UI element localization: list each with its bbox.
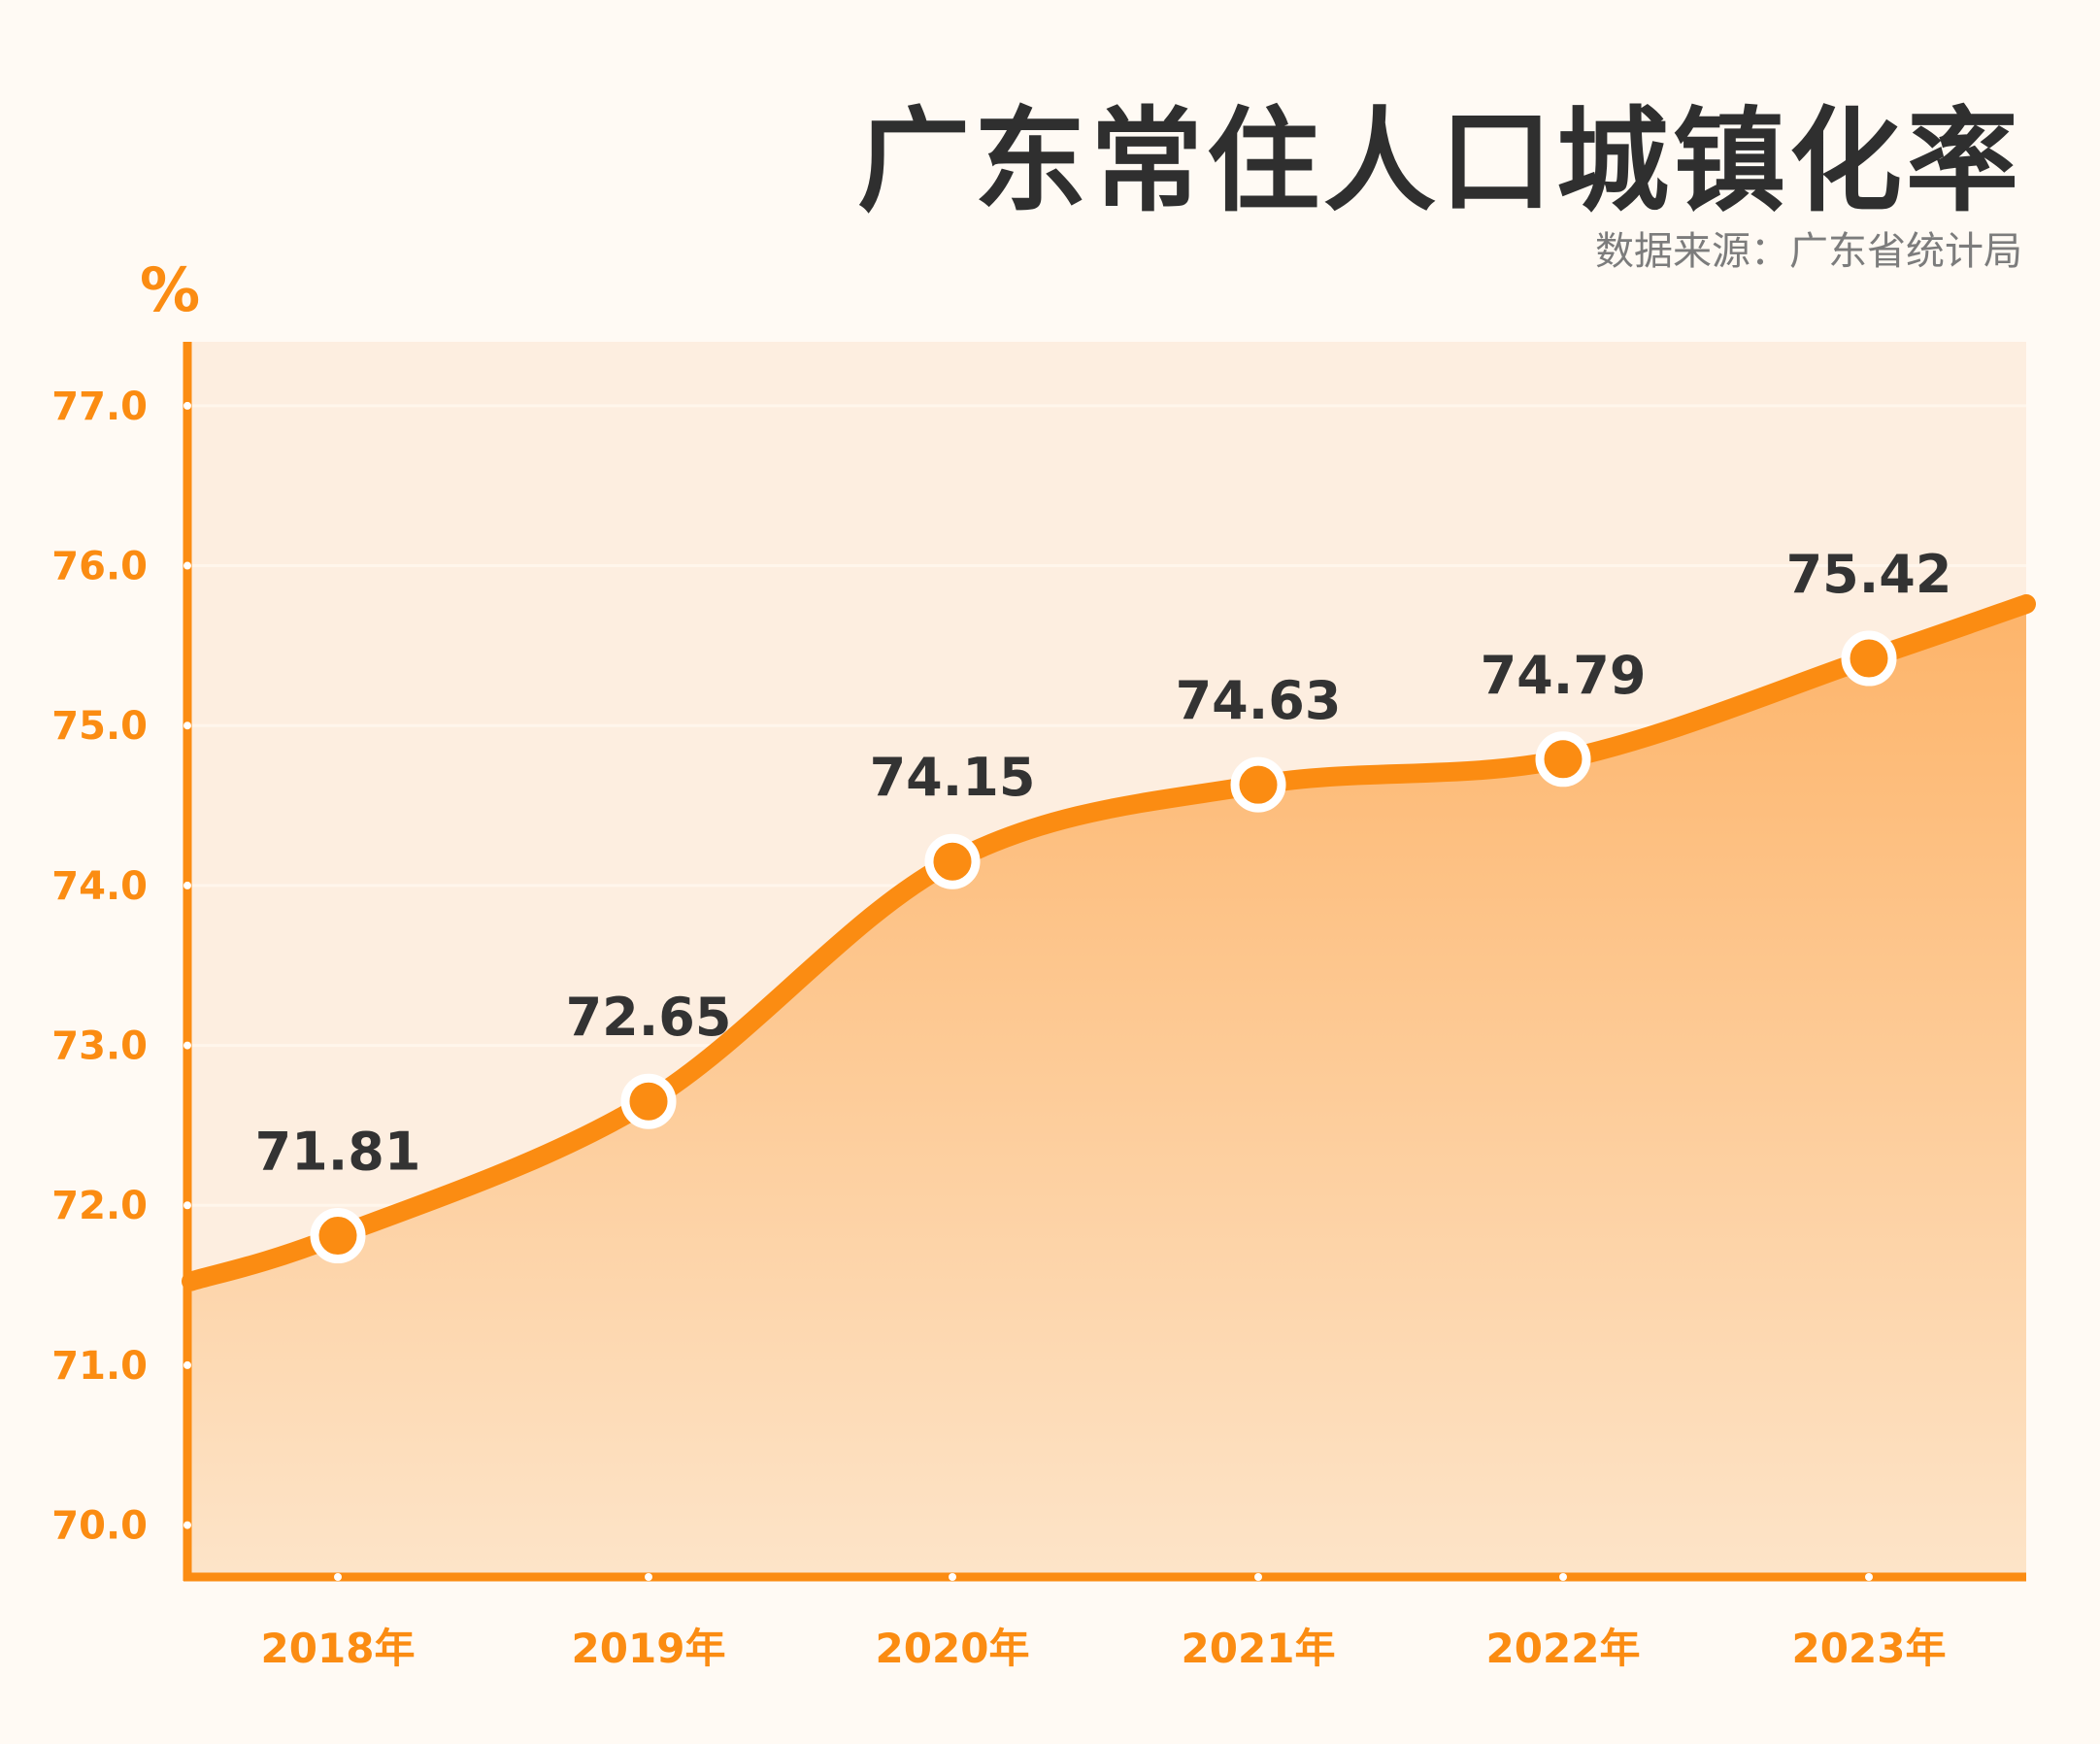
data-point: [924, 833, 981, 889]
y-tick-label: 76.0: [51, 545, 148, 589]
data-point: [620, 1073, 677, 1129]
x-tick-label: 2023年: [1792, 1625, 1947, 1672]
data-point: [1841, 630, 1897, 687]
y-tick-label: 70.0: [51, 1504, 148, 1549]
data-label: 74.63: [1176, 670, 1342, 731]
y-tick-label: 73.0: [51, 1024, 148, 1069]
data-point: [1230, 756, 1286, 813]
y-axis-unit: %: [140, 254, 201, 325]
data-point: [310, 1208, 366, 1264]
x-tick-mark: [334, 1573, 342, 1581]
x-tick-mark: [645, 1573, 652, 1581]
x-tick-mark: [1865, 1573, 1873, 1581]
x-tick-label: 2018年: [261, 1625, 416, 1672]
y-tick-mark: [183, 721, 191, 730]
y-tick-label: 72.0: [51, 1184, 148, 1228]
x-ticks: 2018年 2019年 2020年 2021年 2022年 2023年: [261, 1573, 1947, 1672]
y-tick-mark: [183, 1521, 191, 1529]
y-ticks: 70.0 71.0 72.0 73.0 74.0 75.0 76.0 77.0: [51, 385, 191, 1549]
y-tick-label: 77.0: [51, 385, 148, 429]
x-tick-mark: [1254, 1573, 1262, 1581]
data-source: 数据来源：广东省统计局: [1595, 229, 2022, 274]
data-label: 75.42: [1786, 544, 1952, 605]
series-line: [182, 594, 2036, 1291]
x-tick-mark: [949, 1573, 956, 1581]
x-tick-label: 2020年: [876, 1625, 1030, 1672]
y-tick-mark: [183, 881, 191, 889]
x-tick-label: 2022年: [1486, 1625, 1641, 1672]
data-label: 71.81: [255, 1122, 421, 1183]
y-tick-mark: [183, 1201, 191, 1210]
y-tick-mark: [183, 1041, 191, 1050]
x-tick-mark: [1559, 1573, 1567, 1581]
y-tick-label: 75.0: [51, 704, 148, 749]
y-tick-mark: [183, 1360, 191, 1369]
data-label: 74.15: [870, 747, 1036, 808]
chart-title: 广东常住人口城镇化率: [857, 96, 2022, 227]
data-markers: [310, 630, 1897, 1264]
y-tick-label: 74.0: [51, 864, 148, 909]
data-label: 72.65: [566, 987, 732, 1048]
y-tick-mark: [183, 561, 191, 570]
y-tick-mark: [183, 401, 191, 410]
y-tick-label: 71.0: [51, 1344, 148, 1389]
drop-lines: [335, 658, 1872, 1573]
data-labels: 71.81 72.65 74.15 74.63 74.79 75.42: [255, 544, 1952, 1182]
x-tick-label: 2021年: [1182, 1625, 1336, 1672]
data-point: [1535, 731, 1591, 788]
x-tick-label: 2019年: [572, 1625, 726, 1672]
data-label: 74.79: [1481, 645, 1647, 706]
